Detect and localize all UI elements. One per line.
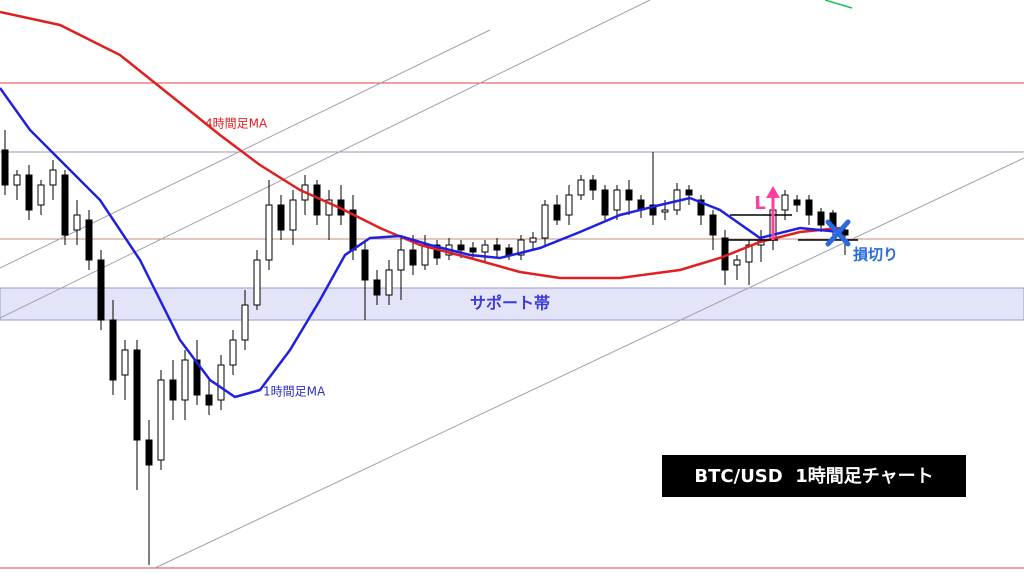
stop-label: 損切り [853, 246, 898, 264]
stop-mark [825, 219, 851, 247]
ma-1h-label: 1時間足MA [263, 385, 326, 399]
channel-line [0, 29, 491, 269]
entry-arrow-head [766, 186, 780, 198]
candle-wicks [4, 130, 846, 565]
title-box [662, 455, 966, 497]
candle-bodies-up [13, 169, 789, 461]
ma-4h-line [0, 10, 841, 280]
support-band [0, 287, 1024, 321]
candle-bodies-down [1, 149, 849, 466]
entry-label: L [754, 193, 765, 214]
chart-title: BTC/USD 1時間足チャート [694, 466, 933, 487]
channel-line [154, 157, 1024, 569]
channel-line [0, 0, 651, 319]
indicator-line [824, 0, 853, 9]
support-label: サポート帯 [470, 294, 550, 313]
ma-4h-label: 4時間足MA [205, 117, 268, 131]
ma-1h-line [0, 87, 841, 399]
